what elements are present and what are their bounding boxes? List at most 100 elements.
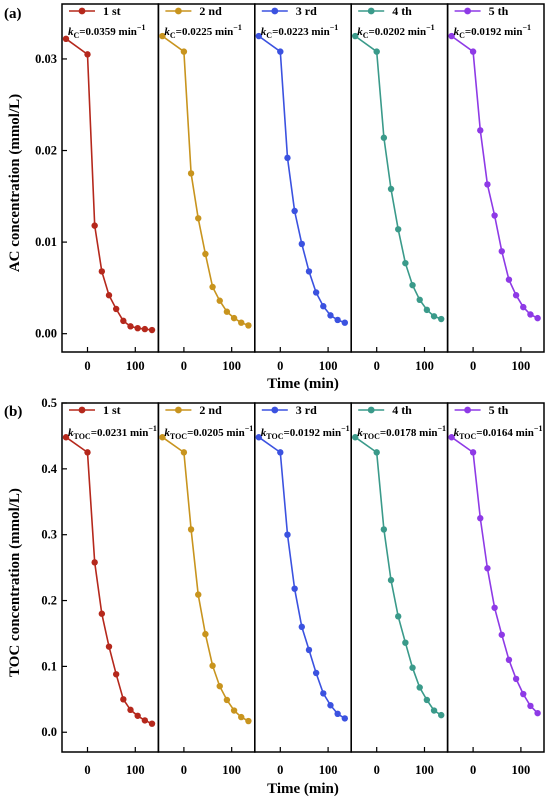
subplot-5: 0 100 5 th kTOC=0.0164 min−1 [446, 402, 545, 777]
subplot-5: 0 100 5 th kC=0.0192 min−1 [446, 3, 545, 373]
rate-constant-label: kC=0.0202 min−1 [357, 23, 434, 40]
subplot-frame [446, 3, 545, 353]
data-point [255, 434, 262, 441]
data-point [512, 292, 520, 299]
data-point [291, 585, 298, 592]
data-point [395, 613, 402, 620]
legend-label: 5 th [489, 403, 509, 417]
k-symbol: k [68, 26, 74, 38]
panel-a: (a) AC concentration (mmol/L) Time (min) 0.… [4, 3, 545, 392]
data-point [127, 706, 134, 714]
rate-constant-label: kC=0.0359 min−1 [68, 23, 145, 40]
data-point [327, 702, 334, 709]
data-point [141, 717, 149, 724]
subplot-frame [350, 3, 449, 353]
data-point [491, 212, 498, 219]
k-subscript: TOC [170, 432, 187, 441]
k-symbol: k [454, 427, 460, 439]
data-point [134, 324, 141, 332]
y-tick-label: 0.00 [35, 327, 57, 341]
series-line [65, 436, 153, 725]
rate-constant-label: kTOC=0.0231 min−1 [68, 424, 157, 441]
k-symbol: k [261, 427, 267, 439]
rate-constant-label: kC=0.0225 min−1 [164, 23, 241, 40]
subplot-2: 0 100 2 nd kC=0.0225 min−1 [157, 3, 256, 373]
x-tick-label: 0 [470, 359, 476, 373]
subplot-frame [446, 402, 545, 753]
data-point [498, 248, 505, 255]
rate-constant-label: kTOC=0.0178 min−1 [357, 424, 446, 441]
data-point [341, 715, 349, 722]
k-subscript: C [74, 31, 80, 40]
series-line [258, 436, 346, 720]
legend-marker [367, 406, 375, 414]
data-point [387, 576, 395, 584]
k-exponent: −1 [330, 23, 339, 32]
subplot-1: 0 100 1 st kTOC=0.0231 min−1 [61, 402, 160, 777]
data-point [216, 682, 223, 690]
legend-marker [78, 7, 86, 15]
data-point [477, 515, 484, 522]
subplot-frame [61, 3, 160, 353]
k-subscript: TOC [266, 432, 283, 441]
legend-label: 2 nd [199, 4, 222, 18]
legend-marker [271, 7, 279, 15]
k-exponent: −1 [245, 424, 254, 433]
data-point [195, 215, 202, 222]
data-point [62, 35, 70, 42]
data-point [159, 32, 166, 40]
y-tick-label: 0.5 [41, 396, 57, 410]
y-tick-label: 0.1 [41, 659, 57, 673]
rate-constant-label: kTOC=0.0192 min−1 [261, 424, 350, 441]
y-tick-label: 0.4 [41, 462, 57, 476]
data-point [291, 207, 298, 215]
y-tick-label: 0.3 [41, 528, 57, 542]
data-point [105, 292, 113, 299]
k-exponent: −1 [137, 23, 146, 32]
data-point [98, 268, 106, 275]
subplot-frame [157, 402, 256, 753]
x-axis-label: Time (min) [267, 781, 339, 797]
data-point [148, 326, 156, 334]
k-value: =0.0225 min [176, 26, 234, 38]
data-point [284, 154, 291, 162]
legend-marker [175, 406, 182, 414]
subplot-frame [254, 402, 352, 753]
data-point [373, 449, 380, 456]
data-point [512, 675, 520, 683]
data-point [423, 306, 431, 314]
data-point [202, 250, 209, 258]
legend-marker [464, 406, 471, 414]
x-tick-label: 0 [374, 763, 380, 777]
data-point [469, 48, 477, 55]
y-tick-label: 0.2 [41, 594, 57, 608]
panel-label: (a) [4, 6, 22, 22]
x-axis-label: Time (min) [267, 376, 339, 392]
data-point [505, 656, 513, 664]
data-point [187, 526, 195, 533]
k-subscript: C [266, 31, 272, 40]
data-point [62, 434, 70, 441]
legend-label: 4 th [392, 4, 412, 18]
data-point [527, 702, 534, 710]
x-tick-label: 100 [415, 763, 434, 777]
data-point [84, 449, 91, 456]
y-tick-label: 0.03 [35, 52, 57, 66]
data-point [423, 696, 431, 704]
data-point [223, 308, 231, 315]
data-point [448, 32, 455, 40]
k-symbol: k [164, 26, 170, 38]
data-point [180, 48, 188, 55]
x-tick-label: 100 [222, 359, 241, 373]
data-point [527, 311, 534, 318]
legend-label: 3 rd [296, 403, 317, 417]
series-line [354, 436, 442, 716]
x-tick-label: 0 [470, 763, 476, 777]
k-subscript: TOC [74, 432, 91, 441]
legend-label: 4 th [392, 403, 412, 417]
data-point [520, 303, 527, 311]
k-symbol: k [357, 26, 363, 38]
data-point [327, 312, 334, 319]
x-tick-label: 100 [512, 763, 531, 777]
